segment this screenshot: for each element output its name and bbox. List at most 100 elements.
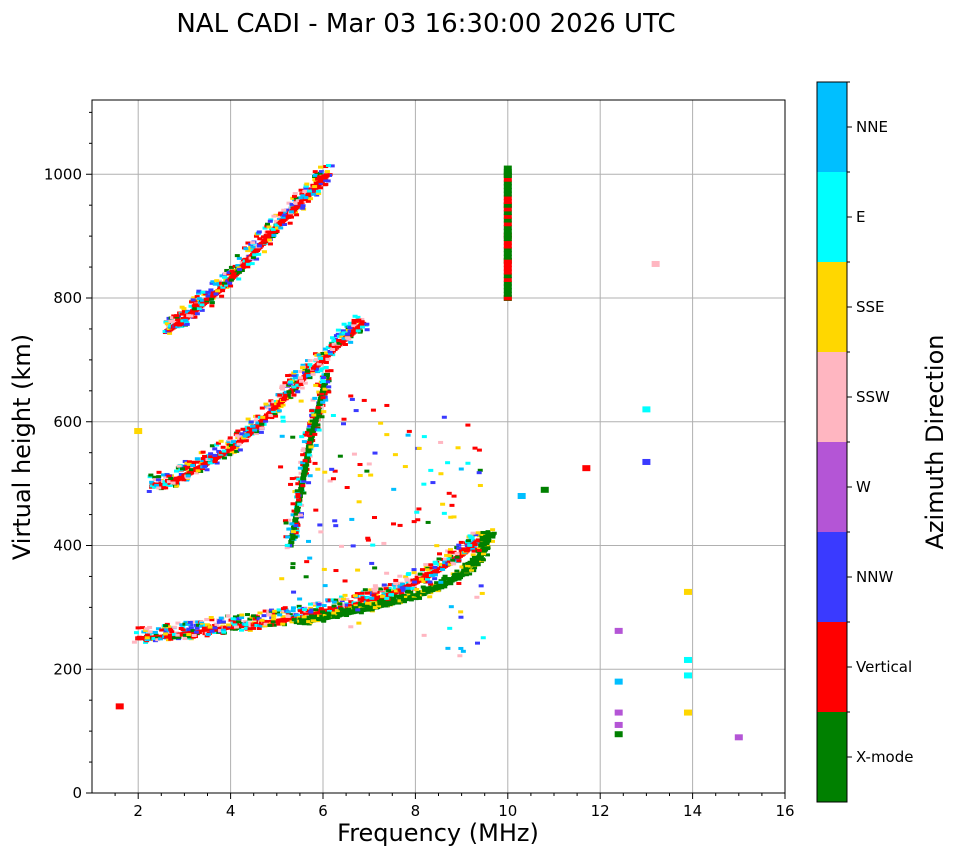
echo-point — [338, 332, 344, 336]
echo-point — [503, 180, 512, 186]
echo-point — [442, 559, 448, 563]
echo-point — [438, 440, 444, 444]
echo-point — [164, 322, 170, 326]
echo-point — [434, 581, 440, 585]
echo-point — [151, 485, 157, 489]
echo-point — [288, 210, 294, 214]
echo-point — [144, 636, 150, 640]
echo-point — [182, 459, 188, 463]
echo-point — [288, 539, 295, 544]
echo-point — [247, 617, 253, 621]
colorbar-segment — [817, 622, 847, 712]
echo-point — [319, 610, 325, 614]
echo-point — [290, 609, 296, 613]
echo-point — [394, 599, 400, 603]
echo-point — [187, 635, 193, 639]
echo-point — [304, 560, 310, 564]
axis-ticks: 2 4 6 8 10 12 14 16 0 200 400 600 800 1000 — [44, 111, 795, 820]
echo-point — [428, 582, 434, 586]
echo-point — [115, 703, 124, 710]
echo-point — [503, 265, 512, 271]
echo-point — [386, 589, 392, 593]
echo-point — [411, 571, 417, 575]
colorbar: X-mode Vertical NNW W SSW SSE E NNE — [816, 81, 913, 803]
echo-point — [209, 629, 215, 633]
echo-point — [397, 523, 403, 527]
echo-point — [321, 376, 327, 380]
echo-point — [351, 318, 357, 322]
echo-point — [349, 397, 355, 401]
echo-point — [294, 504, 301, 509]
echo-point — [456, 577, 462, 581]
echo-point — [503, 243, 512, 249]
echo-point — [402, 465, 408, 469]
echo-point — [306, 539, 312, 543]
echo-point — [241, 265, 247, 269]
echo-point — [490, 535, 496, 539]
echo-point — [476, 448, 482, 452]
echo-point — [469, 560, 475, 564]
echo-point — [307, 602, 313, 606]
echo-point — [227, 436, 233, 440]
echo-point — [312, 185, 318, 189]
echo-point — [469, 568, 475, 572]
echo-point — [307, 439, 314, 444]
echo-point — [333, 524, 339, 528]
echo-point — [342, 593, 348, 597]
echo-point — [291, 590, 297, 594]
echo-point — [181, 309, 187, 313]
echo-point — [442, 574, 448, 578]
echo-point — [302, 459, 308, 463]
echo-point — [288, 380, 294, 384]
echo-point — [337, 454, 343, 458]
echo-point — [283, 521, 289, 525]
echo-point — [131, 640, 137, 644]
echo-point — [372, 584, 378, 588]
echo-point — [475, 538, 482, 543]
echo-point — [249, 262, 255, 266]
echo-point — [445, 461, 451, 465]
echo-point — [503, 254, 512, 260]
echo-point — [477, 547, 483, 551]
echo-point — [297, 466, 303, 470]
echo-point — [228, 443, 234, 447]
echo-point — [411, 520, 417, 524]
echo-point — [417, 572, 423, 576]
echo-point — [257, 237, 263, 241]
echo-point — [179, 467, 185, 471]
echo-point — [471, 555, 477, 559]
echo-point — [447, 548, 453, 552]
echo-point — [156, 486, 162, 490]
echo-point — [290, 606, 296, 610]
echo-point — [173, 469, 179, 473]
echo-point — [456, 581, 462, 585]
echo-point — [178, 322, 184, 326]
echo-point — [301, 479, 307, 483]
echo-point — [294, 489, 300, 493]
plot-background — [92, 100, 785, 793]
echo-point — [232, 620, 238, 624]
echo-point — [305, 609, 311, 613]
echo-point — [279, 387, 285, 391]
echo-point — [254, 624, 260, 628]
echo-point — [294, 529, 300, 533]
echo-point — [290, 502, 296, 506]
echo-point — [484, 531, 490, 535]
echo-point — [303, 575, 309, 579]
echo-point — [315, 370, 321, 374]
echo-point — [191, 633, 197, 637]
echo-point — [188, 314, 194, 318]
echo-point — [472, 446, 478, 450]
echo-point — [356, 500, 362, 504]
echo-point — [339, 335, 345, 339]
echo-point — [239, 616, 245, 620]
echo-point — [147, 475, 153, 479]
colorbar-tick-label: SSW — [856, 388, 890, 406]
echo-point — [156, 470, 162, 474]
echo-point — [440, 502, 446, 506]
echo-point — [193, 299, 199, 303]
echo-point — [384, 596, 390, 600]
echo-point — [368, 473, 374, 477]
echo-point — [205, 290, 211, 294]
echo-point — [225, 441, 231, 445]
